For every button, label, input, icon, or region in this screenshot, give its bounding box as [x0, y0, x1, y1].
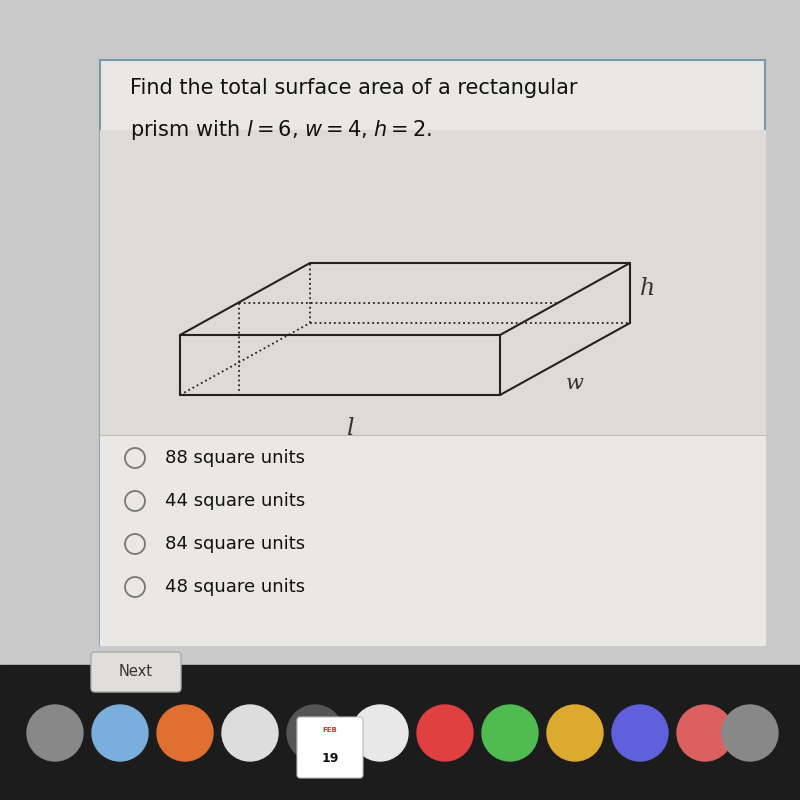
Circle shape [612, 705, 668, 761]
Circle shape [417, 705, 473, 761]
Text: 44 square units: 44 square units [165, 492, 306, 510]
Circle shape [27, 705, 83, 761]
Bar [0, 665, 800, 800]
Text: 88 square units: 88 square units [165, 449, 305, 467]
Circle shape [722, 705, 778, 761]
Circle shape [287, 705, 343, 761]
Text: Next: Next [119, 665, 153, 679]
Text: h: h [640, 277, 655, 299]
Text: l: l [346, 417, 354, 440]
Circle shape [482, 705, 538, 761]
Bar [0, 0, 800, 665]
Text: 84 square units: 84 square units [165, 535, 305, 553]
Circle shape [157, 705, 213, 761]
FancyBboxPatch shape [100, 60, 765, 645]
Text: prism with $l = 6$, $w = 4$, $h = 2$.: prism with $l = 6$, $w = 4$, $h = 2$. [130, 118, 432, 142]
FancyBboxPatch shape [297, 717, 363, 778]
Bar [100, 435, 765, 645]
Bar [100, 130, 765, 435]
Circle shape [222, 705, 278, 761]
Text: FEB: FEB [322, 727, 338, 733]
Circle shape [352, 705, 408, 761]
FancyBboxPatch shape [91, 652, 181, 692]
Circle shape [92, 705, 148, 761]
Text: 19: 19 [322, 751, 338, 765]
Text: Find the total surface area of a rectangular: Find the total surface area of a rectang… [130, 78, 578, 98]
Circle shape [677, 705, 733, 761]
Text: 48 square units: 48 square units [165, 578, 305, 596]
Text: w: w [566, 374, 584, 393]
Circle shape [547, 705, 603, 761]
